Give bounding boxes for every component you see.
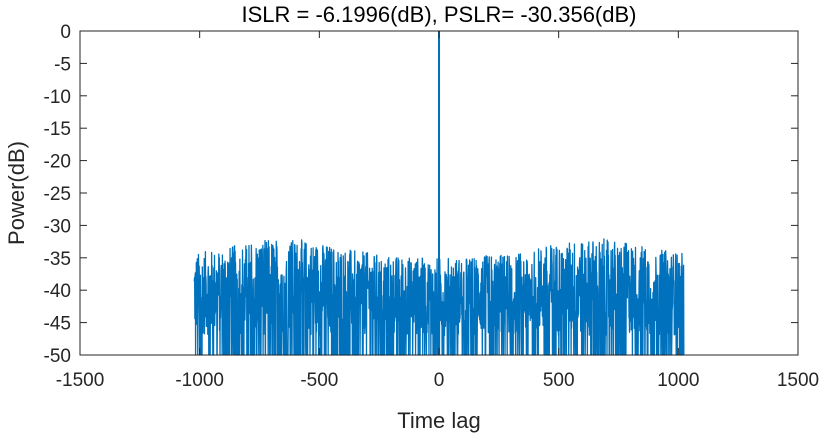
x-tick-label: 1500 xyxy=(777,370,819,391)
x-tick-label: -1000 xyxy=(175,370,224,391)
x-axis: -1500 -1000 -500 0 500 1000 1500 xyxy=(56,31,819,391)
y-tick-label: -45 xyxy=(44,314,71,335)
y-tick-label: -10 xyxy=(44,87,71,108)
x-tick-label: -1500 xyxy=(56,370,105,391)
y-tick-label: -25 xyxy=(44,184,71,205)
y-tick-label: -40 xyxy=(44,281,71,302)
x-axis-label: Time lag xyxy=(397,408,481,433)
y-tick-label: -20 xyxy=(44,152,71,173)
x-tick-label: 1000 xyxy=(657,370,699,391)
x-tick-label: 0 xyxy=(434,370,445,391)
y-tick-label: -5 xyxy=(54,54,71,75)
chart-title: ISLR = -6.1996(dB), PSLR= -30.356(dB) xyxy=(242,2,637,27)
y-tick-label: 0 xyxy=(60,22,71,43)
x-tick-label: -500 xyxy=(300,370,338,391)
y-axis: 0 -5 -10 -15 -20 -25 -30 -35 -40 -45 -50 xyxy=(44,22,798,367)
y-axis-label: Power(dB) xyxy=(4,141,29,245)
x-tick-label: 500 xyxy=(543,370,575,391)
y-tick-label: -30 xyxy=(44,216,71,237)
y-tick-label: -50 xyxy=(44,346,71,367)
y-tick-label: -15 xyxy=(44,119,71,140)
y-tick-label: -35 xyxy=(44,249,71,270)
